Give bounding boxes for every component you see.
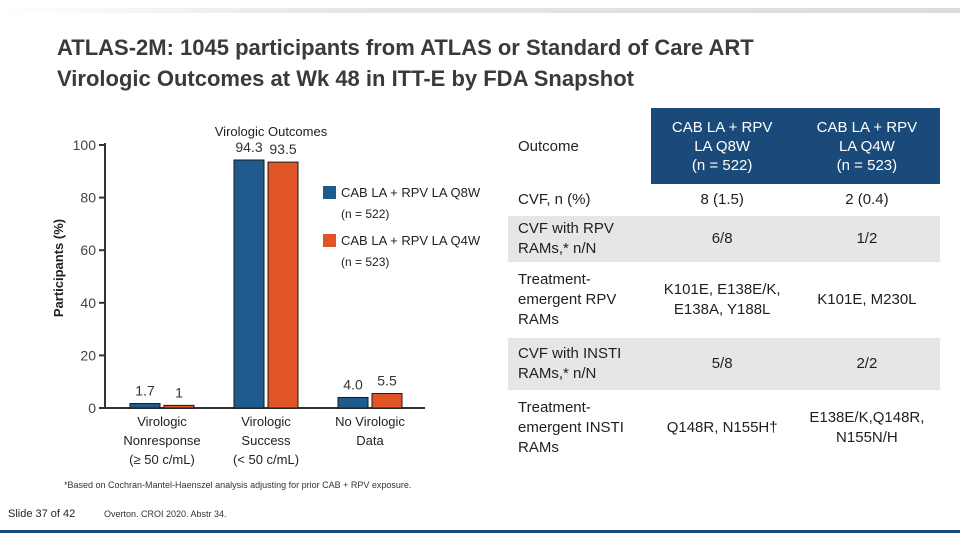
legend-label: CAB LA + RPV LA Q4W <box>341 233 481 248</box>
top-decor-bar <box>0 8 960 13</box>
q8w-cell: 6/8 <box>650 216 794 262</box>
y-tick-label: 0 <box>88 400 96 416</box>
q4w-cell: 2 (0.4) <box>793 184 940 216</box>
q4w-cell: 1/2 <box>793 216 940 262</box>
table-row: Treatment-emergent INSTI RAMs Q148R, N155H… <box>508 390 940 466</box>
category-label: (≥ 50 c/mL) <box>129 452 195 467</box>
bar-q8w <box>129 403 161 409</box>
category-label: Success <box>241 433 291 448</box>
outcome-cell-text-line: emergent INSTI <box>518 419 624 436</box>
q4w-cell: E138E/K,Q148R, N155N/H <box>793 390 940 466</box>
outcomes-table: Outcome CAB LA + RPV LA Q8W (n = 522) CAB … <box>508 108 940 466</box>
header-text-line: (n = 523) <box>836 156 898 174</box>
outcome-cell-text-line: CVF with RPV <box>518 220 614 237</box>
q4w-cell-text-line: K101E, M230L <box>817 291 917 308</box>
header-text-line: CAB LA + RPV <box>671 118 773 136</box>
bar-q4w <box>371 393 403 409</box>
bar-q8w <box>233 159 265 409</box>
bar-value-label: 5.5 <box>377 373 397 389</box>
header-text-line: LA Q4W <box>838 137 895 155</box>
header-q4w: CAB LA + RPV LA Q4W (n = 523) <box>793 108 940 184</box>
table-row: CVF with RPV RAMs,* n/N 6/8 1/2 <box>508 216 940 262</box>
q8w-cell: K101E, E138E/K, E138A, Y188L <box>650 262 794 338</box>
y-axis-label: Participants (%) <box>51 219 66 317</box>
q4w-cell-text-line: 2 (0.4) <box>845 191 889 208</box>
header-text-line: LA Q8W <box>694 137 751 155</box>
outcome-cell-text-line: RAMs <box>518 439 559 456</box>
outcome-cell-text-line: RAMs <box>518 311 559 328</box>
table-header-row: Outcome CAB LA + RPV LA Q8W (n = 522) CAB … <box>508 108 940 184</box>
category-label: Nonresponse <box>123 433 200 448</box>
q8w-cell: 8 (1.5) <box>650 184 794 216</box>
chart-title: Virologic Outcomes <box>215 124 328 139</box>
q4w-cell: 2/2 <box>793 338 940 390</box>
q8w-cell-text-line: 8 (1.5) <box>700 191 744 208</box>
category-label: Data <box>356 433 384 448</box>
bar-value-label: 93.5 <box>269 141 296 157</box>
y-tick-label: 60 <box>80 242 96 258</box>
bar-q8w <box>337 396 369 409</box>
y-tick-label: 100 <box>73 137 97 153</box>
bar-q4w <box>267 161 299 409</box>
q8w-cell: 5/8 <box>650 338 794 390</box>
table-row: CVF with INSTI RAMs,* n/N 5/8 2/2 <box>508 338 940 390</box>
outcome-cell: CVF with RPV RAMs,* n/N <box>508 216 651 262</box>
outcome-cell-text-line: RAMs,* n/N <box>518 240 597 257</box>
category-label: (< 50 c/mL) <box>233 452 299 467</box>
bottom-decor-bar <box>0 530 960 533</box>
q4w-cell-text-line: E138E/K,Q148R, <box>809 409 925 426</box>
slide-title: ATLAS-2M: 1045 participants from ATLAS o… <box>57 32 754 94</box>
legend-sublabel: (n = 522) <box>341 207 389 221</box>
outcome-cell-text-line: RAMs,* n/N <box>518 365 597 382</box>
outcome-cell-text-line: Treatment- <box>518 271 591 288</box>
bar-value-label: 4.0 <box>343 376 363 392</box>
outcome-cell-text-line: CVF, n (%) <box>518 191 591 208</box>
bar-value-label: 1.7 <box>135 383 155 399</box>
bar-value-label: 1 <box>175 384 183 400</box>
citation: Overton. CROI 2020. Abstr 34. <box>104 509 227 519</box>
q4w-cell: K101E, M230L <box>793 262 940 338</box>
q8w-cell-text-line: K101E, E138E/K, <box>663 281 781 298</box>
legend-swatch <box>323 234 336 247</box>
bar-q4w <box>163 404 195 409</box>
q8w-cell-text-line: Q148R, N155H† <box>666 419 778 436</box>
q4w-cell-text-line: 1/2 <box>856 230 878 247</box>
header-outcome: Outcome <box>508 108 651 184</box>
q4w-cell-text-line: 2/2 <box>856 355 878 372</box>
category-label: No Virologic <box>335 414 405 429</box>
q8w-cell-text-line: 5/8 <box>711 355 733 372</box>
legend-swatch <box>323 186 336 199</box>
slide-title-line-2: Virologic Outcomes at Wk 48 in ITT-E by … <box>57 66 634 91</box>
y-tick-label: 40 <box>80 295 96 311</box>
header-text-line: Outcome <box>518 137 579 155</box>
y-tick-label: 20 <box>80 347 96 363</box>
q8w-cell-text-line: 6/8 <box>711 230 733 247</box>
q8w-cell: Q148R, N155H† <box>650 390 794 466</box>
outcome-cell: Treatment-emergent INSTI RAMs <box>508 390 651 466</box>
legend-sublabel: (n = 523) <box>341 255 389 269</box>
slide-title-line-1: ATLAS-2M: 1045 participants from ATLAS o… <box>57 35 754 60</box>
outcome-cell: CVF, n (%) <box>508 184 651 216</box>
outcome-cell-text-line: CVF with INSTI <box>518 345 622 362</box>
virologic-outcomes-chart: 0 20 40 60 80 100 Participants (%) Virologic Ou… <box>51 124 481 467</box>
category-label: Virologic <box>241 414 291 429</box>
header-text-line: CAB LA + RPV <box>816 118 918 136</box>
category-label: Virologic <box>137 414 187 429</box>
footnote: *Based on Cochran-Mantel-Haenszel analys… <box>64 480 412 490</box>
table-row: Treatment-emergent RPV RAMs K101E, E138E/K… <box>508 262 940 338</box>
q4w-cell-text-line: N155N/H <box>836 429 898 446</box>
outcome-cell: CVF with INSTI RAMs,* n/N <box>508 338 651 390</box>
outcome-cell-text-line: emergent RPV <box>518 291 617 308</box>
q8w-cell-text-line: E138A, Y188L <box>673 301 771 318</box>
header-text-line: (n = 522) <box>691 156 753 174</box>
bar-value-label: 94.3 <box>235 139 262 155</box>
header-q8w: CAB LA + RPV LA Q8W (n = 522) <box>650 108 794 184</box>
outcome-cell: Treatment-emergent RPV RAMs <box>508 262 651 338</box>
outcome-cell-text-line: Treatment- <box>518 399 591 416</box>
y-tick-label: 80 <box>80 190 96 206</box>
slide-number: Slide 37 of 42 <box>8 508 76 520</box>
legend-label: CAB LA + RPV LA Q8W <box>341 185 481 200</box>
table-row: CVF, n (%) 8 (1.5) 2 (0.4) <box>508 184 940 216</box>
